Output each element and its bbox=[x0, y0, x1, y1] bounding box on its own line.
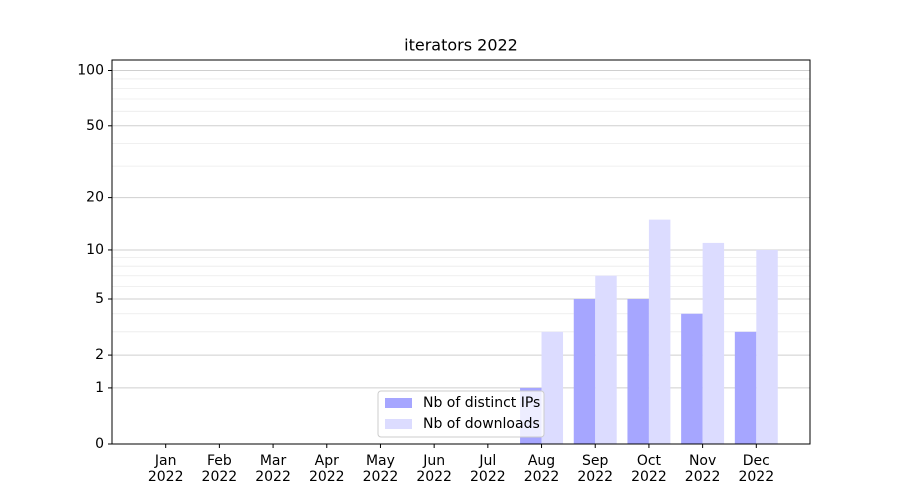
x-tick-label: Feb 2022 bbox=[201, 453, 238, 485]
legend-label: Nb of downloads bbox=[423, 416, 540, 432]
x-tick-label: Oct 2022 bbox=[631, 453, 667, 485]
y-tick-label: 1 bbox=[95, 380, 104, 396]
bar bbox=[627, 298, 649, 444]
x-tick-label: May 2022 bbox=[362, 453, 399, 485]
bar bbox=[756, 249, 778, 444]
y-tick-label: 100 bbox=[77, 63, 104, 79]
bar bbox=[573, 298, 596, 444]
bar bbox=[648, 219, 671, 444]
chart-title: iterators 2022 bbox=[404, 36, 518, 55]
x-tick-label: Nov 2022 bbox=[684, 453, 721, 485]
x-tick-label: Apr 2022 bbox=[308, 453, 345, 485]
plot-frame bbox=[111, 59, 811, 445]
x-tick-label: Jan 2022 bbox=[147, 453, 184, 485]
legend-box bbox=[377, 390, 545, 438]
bar bbox=[734, 331, 757, 444]
y-tick-label: 0 bbox=[95, 436, 104, 452]
y-tick-label: 50 bbox=[86, 118, 104, 134]
x-tick-label: Jul 2022 bbox=[470, 453, 506, 485]
legend-swatch bbox=[385, 398, 412, 408]
bar bbox=[541, 331, 564, 444]
x-tick-label: Mar 2022 bbox=[255, 453, 291, 485]
x-tick-label: Aug 2022 bbox=[523, 453, 560, 485]
x-tick-label: Sep 2022 bbox=[577, 453, 614, 485]
y-tick-label: 2 bbox=[95, 347, 104, 363]
y-tick-label: 5 bbox=[95, 291, 104, 307]
y-tick-label: 10 bbox=[86, 242, 104, 258]
bar bbox=[681, 313, 703, 444]
bar bbox=[702, 242, 725, 444]
legend: Nb of distinct IPs Nb of downloads bbox=[377, 390, 545, 438]
legend-swatch bbox=[385, 419, 412, 429]
y-tick-label: 20 bbox=[86, 190, 104, 206]
x-tick-label: Dec 2022 bbox=[738, 453, 775, 485]
x-tick-label: Jun 2022 bbox=[416, 453, 452, 485]
legend-label: Nb of distinct IPs bbox=[423, 395, 540, 411]
bar bbox=[595, 275, 617, 444]
